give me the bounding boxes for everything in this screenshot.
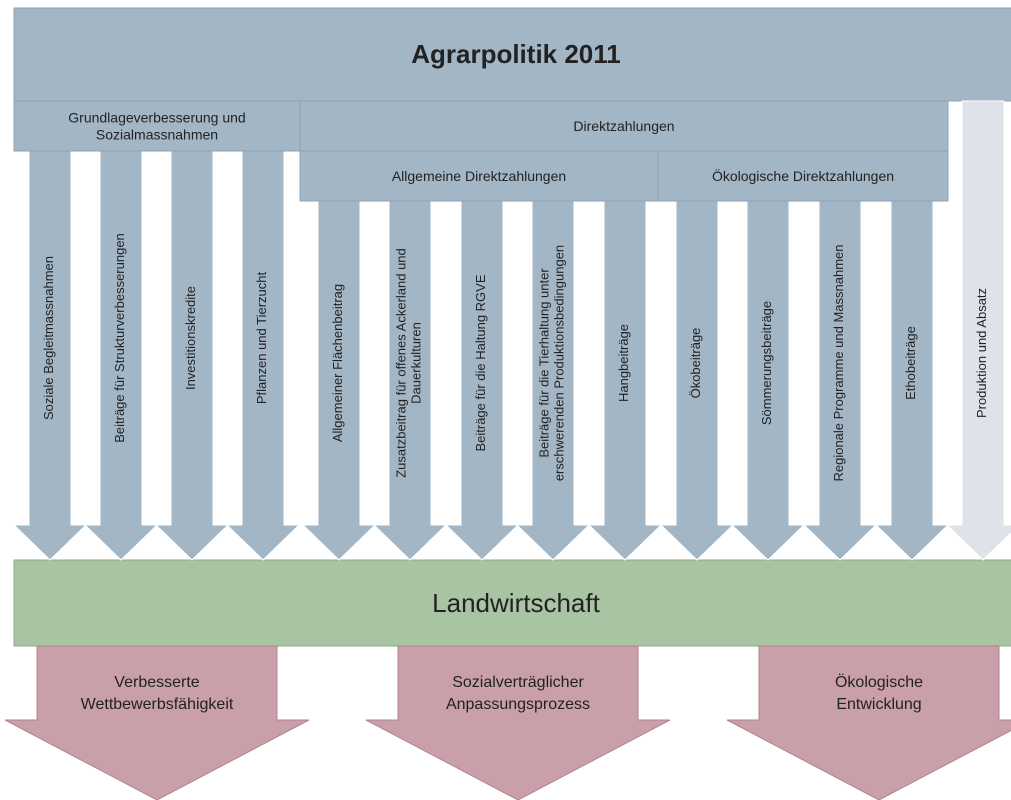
arrow-label: Soziale Begleitmassnahmen <box>41 256 56 420</box>
arrow <box>802 200 878 561</box>
arrow-label-line: Hangbeiträge <box>616 324 631 402</box>
base-box <box>13 559 1011 647</box>
arrow-label: Ökobeiträge <box>688 328 703 399</box>
header-box <box>13 7 1011 102</box>
arrow <box>515 200 591 561</box>
outcome-label-line: Entwicklung <box>836 696 921 713</box>
arrow-label-line: Sömmerungsbeiträge <box>759 301 774 425</box>
arrow <box>874 200 950 561</box>
outcome-arrow <box>4 645 310 800</box>
arrow-label: Beiträge für die Haltung RGVE <box>473 274 488 451</box>
arrow-label: Regionale Programme und Massnahmen <box>831 244 846 481</box>
arrow-label-line: Ethobeiträge <box>903 326 918 400</box>
arrow-label-line: Beiträge für Strukturverbesserungen <box>112 233 127 443</box>
arrow-label: Zusatzbeitrag für offenes Ackerland undD… <box>394 248 424 478</box>
outcome-label: Verbesserte Wettbewerbsfähigkeit <box>81 674 234 713</box>
arrow <box>945 100 1011 561</box>
subgroup-label-line: Ökologische Direktzahlungen <box>712 167 894 184</box>
arrow-label-line: Regionale Programme und Massnahmen <box>831 244 846 481</box>
arrow <box>372 200 448 561</box>
group-label-line: Grundlageverbesserung und <box>68 109 245 125</box>
header-title: Agrarpolitik 2011 <box>411 39 621 69</box>
arrow <box>587 200 663 561</box>
arrow <box>659 200 735 561</box>
group-label: Grundlageverbesserung und Sozialmassnahme… <box>68 109 245 142</box>
group-box <box>299 100 949 152</box>
outcome-label-line: Wettbewerbsfähigkeit <box>81 696 234 713</box>
arrow-label-line: Zusatzbeitrag für offenes Ackerland und <box>394 248 409 478</box>
arrow-label: Produktion und Absatz <box>974 288 989 418</box>
subgroup-box <box>657 150 949 202</box>
arrow-label: Investitionskredite <box>183 286 198 390</box>
arrow <box>154 150 230 561</box>
base-title: Landwirtschaft <box>432 588 600 618</box>
outcome-label-line: Anpassungsprozess <box>446 696 590 713</box>
subgroup-label-line: Allgemeine Direktzahlungen <box>392 168 566 184</box>
arrow-label-line: Produktion und Absatz <box>974 288 989 418</box>
arrow-label-line: Beiträge für die Tierhaltung unter <box>537 268 552 458</box>
outcome-label: Ökologische Entwicklung <box>835 673 923 713</box>
arrow <box>730 200 806 561</box>
arrow-label-line: Ökobeiträge <box>688 328 703 399</box>
subgroup-label: Allgemeine Direktzahlungen <box>392 168 566 184</box>
arrow-label: Allgemeiner Flächenbeitrag <box>330 284 345 442</box>
outcome-arrow <box>365 645 671 800</box>
arrow <box>444 200 520 561</box>
outcome-label-line: Sozialverträglicher <box>452 674 584 691</box>
outcome-arrow <box>726 645 1011 800</box>
arrow-label-line: Dauerkulturen <box>409 322 424 404</box>
arrow-label: Sömmerungsbeiträge <box>759 301 774 425</box>
arrow-label: Ethobeiträge <box>903 326 918 400</box>
arrow <box>301 200 377 561</box>
arrow <box>83 150 159 561</box>
arrow-label-line: Investitionskredite <box>183 286 198 390</box>
subgroup-box <box>299 150 659 202</box>
outcome-label-line: Ökologische <box>835 673 923 691</box>
arrow-label-line: erschwerenden Produktionsbedingungen <box>552 245 567 481</box>
arrow-label-line: Beiträge für die Haltung RGVE <box>473 274 488 451</box>
arrow-label: Beiträge für die Tierhaltung untererschw… <box>537 245 567 481</box>
arrow-label: Beiträge für Strukturverbesserungen <box>112 233 127 443</box>
group-box <box>13 100 301 152</box>
arrow <box>225 150 301 561</box>
arrow-label-line: Pflanzen und Tierzucht <box>254 271 269 404</box>
arrow <box>12 150 88 561</box>
arrow-label-line: Soziale Begleitmassnahmen <box>41 256 56 420</box>
subgroup-label: Ökologische Direktzahlungen <box>712 167 894 184</box>
group-label: Direktzahlungen <box>573 118 674 134</box>
group-label-line: Direktzahlungen <box>573 118 674 134</box>
group-label-line: Sozialmassnahmen <box>96 126 218 142</box>
outcome-label-line: Verbesserte <box>114 674 199 691</box>
outcome-label: Sozialverträglicher Anpassungsprozess <box>446 674 590 713</box>
arrow-label-line: Allgemeiner Flächenbeitrag <box>330 284 345 442</box>
arrow-label: Pflanzen und Tierzucht <box>254 271 269 404</box>
arrow-label: Hangbeiträge <box>616 324 631 402</box>
